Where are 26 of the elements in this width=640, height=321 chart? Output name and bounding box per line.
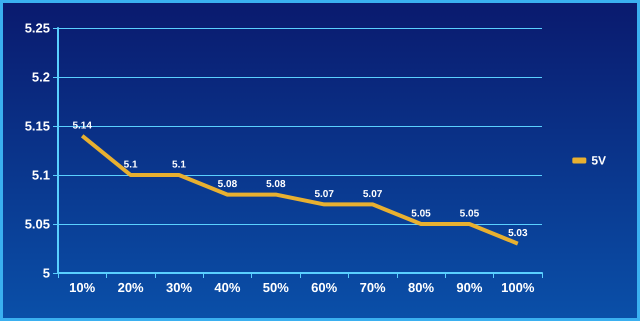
data-label: 5.08 [266, 179, 286, 190]
x-tick-label: 40% [214, 280, 241, 295]
y-tick-label: 5.15 [24, 118, 50, 134]
data-label: 5.05 [460, 208, 480, 220]
x-tick-label: 10% [69, 280, 96, 295]
x-tick-label: 50% [262, 280, 290, 295]
data-label: 5.1 [172, 160, 186, 170]
y-tick-label: 5.1 [32, 168, 50, 182]
y-tick-label: 5 [42, 266, 50, 280]
data-label: 5.08 [218, 179, 238, 190]
y-tick-label: 5.05 [24, 216, 50, 232]
x-tick-label: 30% [166, 280, 192, 295]
x-tick-label: 70% [360, 280, 386, 295]
legend-label: 5V [591, 154, 606, 168]
y-tick-label: 5.2 [32, 70, 50, 84]
y-tick-label: 5.25 [24, 20, 50, 36]
data-label: 5.03 [508, 228, 528, 240]
data-label: 5.1 [124, 160, 138, 170]
x-tick-label: 80% [408, 280, 434, 295]
x-tick-label: 20% [118, 280, 144, 295]
x-tick-label: 90% [456, 280, 483, 295]
x-tick-label: 100% [501, 280, 535, 295]
data-label: 5.07 [314, 188, 334, 200]
data-label: 5.05 [411, 208, 432, 220]
data-label: 5.07 [362, 188, 383, 200]
x-tick-label: 60% [311, 280, 338, 295]
